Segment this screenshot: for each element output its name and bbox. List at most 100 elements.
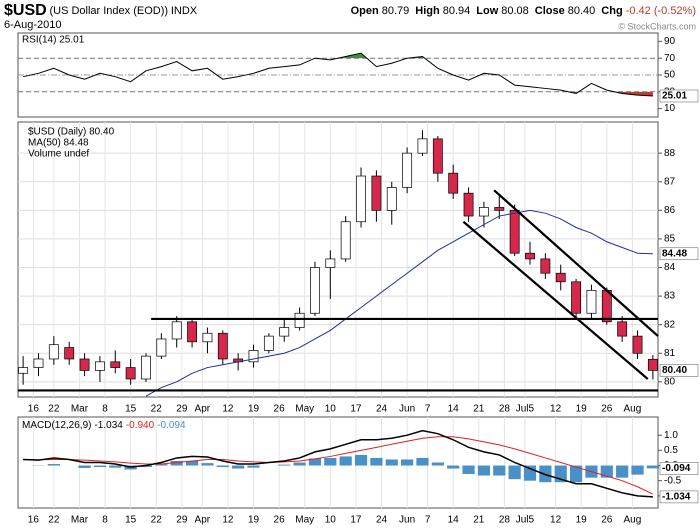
x-tick-label: 26 xyxy=(274,404,286,415)
candle-body xyxy=(617,321,628,337)
x-tick-label: Aug xyxy=(624,404,642,415)
value-box xyxy=(659,490,699,504)
x-tick-label: 26 xyxy=(274,515,286,526)
x-tick-label: Jul5 xyxy=(516,515,535,526)
series-line xyxy=(23,52,653,97)
y-tick-label: 70 xyxy=(664,53,676,64)
x-tick-label: 28 xyxy=(499,404,511,415)
x-tick-label: 28 xyxy=(499,515,511,526)
x-tick-label: 12 xyxy=(550,515,562,526)
histogram-bar xyxy=(600,465,613,478)
quote: Open 80.79 High 80.94 Low 80.08 Close 80.40 Chg -… xyxy=(351,5,696,17)
histogram-bar xyxy=(416,457,429,466)
subtitle: (US Dollar Index (EOD)) xyxy=(49,5,168,17)
date: 6-Aug-2010 xyxy=(4,19,62,31)
x-tick-label: Apr xyxy=(195,404,211,415)
x-tick-label: 10 xyxy=(325,404,337,415)
histogram-bar xyxy=(109,465,122,468)
histogram-bar xyxy=(631,465,644,475)
histogram-bar xyxy=(308,458,322,466)
histogram-bar xyxy=(185,460,199,466)
x-tick-label: 26 xyxy=(601,515,613,526)
histogram-bar xyxy=(385,459,398,466)
candle-body xyxy=(540,258,551,274)
candle-body xyxy=(110,361,121,368)
x-tick-label: 29 xyxy=(176,515,188,526)
x-tick-label: 21 xyxy=(473,404,485,415)
x-tick-label: 8 xyxy=(102,515,108,526)
x-tick-label: May xyxy=(295,515,314,526)
x-tick-label: 17 xyxy=(350,404,362,415)
value-box-label: -1.034 xyxy=(662,492,691,503)
histogram-bar xyxy=(78,465,91,468)
x-tick-label: 8 xyxy=(102,404,108,415)
quote-label: Close xyxy=(535,5,565,17)
candle-body xyxy=(417,138,428,154)
candle-body xyxy=(432,138,443,174)
histogram-bar xyxy=(401,459,414,466)
value-box xyxy=(659,89,699,103)
histogram-bar xyxy=(293,462,306,466)
legend-name: MACD(12,26,9) xyxy=(22,420,91,431)
candle-body xyxy=(263,335,274,351)
x-tick-label: 19 xyxy=(576,515,588,526)
candle-body xyxy=(202,332,213,343)
histogram-bar xyxy=(201,463,214,466)
x-tick-label: 22 xyxy=(48,515,60,526)
y-tick-label: 84 xyxy=(664,262,676,273)
histogram-bar xyxy=(569,465,583,483)
y-tick-label: 82 xyxy=(664,319,676,330)
candle-body xyxy=(525,252,535,260)
candle-body xyxy=(325,258,336,268)
candle-body xyxy=(187,321,198,343)
watermark: © StockCharts.com xyxy=(618,21,696,31)
x-tick-label: 12 xyxy=(550,404,562,415)
x-tick-label: 12 xyxy=(222,404,234,415)
x-tick-label: May xyxy=(295,404,314,415)
histogram-bar xyxy=(447,465,460,469)
y-tick-label: 10 xyxy=(664,103,676,114)
header-line: $USD (US Dollar Index (EOD)) INDX xyxy=(4,2,198,19)
candle-body xyxy=(463,192,474,217)
legend: Volume undef xyxy=(28,149,89,160)
series-line xyxy=(145,209,653,397)
x-tick-label: 7 xyxy=(425,515,431,526)
legend: $USD (Daily) 80.40 xyxy=(28,127,115,138)
x-tick-label: 14 xyxy=(448,404,460,415)
histogram-bar xyxy=(232,465,245,469)
candle-body xyxy=(632,335,643,354)
x-tick-label: 21 xyxy=(473,515,485,526)
candle-body xyxy=(478,207,489,217)
panel-frame xyxy=(17,121,659,398)
value-box-label: 80.40 xyxy=(662,365,687,376)
histogram-bar xyxy=(370,457,383,466)
histogram-bar xyxy=(431,462,444,466)
legend-value: -0.940 xyxy=(126,420,155,431)
histogram-bar xyxy=(616,465,629,478)
candle-body xyxy=(125,367,136,380)
histogram-bar xyxy=(155,464,168,466)
histogram-bar xyxy=(247,465,260,468)
candle-body xyxy=(647,358,658,371)
candle-body xyxy=(171,321,182,340)
y-tick-label: 1.0 xyxy=(664,430,678,441)
histogram-bar xyxy=(278,464,291,466)
value-box xyxy=(659,364,699,377)
quote-value: -0.42 (-0.52%) xyxy=(626,5,696,17)
y-tick-label: 83 xyxy=(664,291,676,302)
histogram-bar xyxy=(339,456,352,466)
x-tick-label: Apr xyxy=(195,515,211,526)
candle-body xyxy=(33,358,44,368)
value-box xyxy=(659,247,699,261)
candle-body xyxy=(294,312,305,328)
y-tick-label: 50 xyxy=(664,70,676,81)
candle-body xyxy=(555,272,566,283)
candle-body xyxy=(156,338,167,357)
y-tick-label: 87 xyxy=(664,176,676,187)
histogram-bar xyxy=(93,465,107,468)
histogram-bar xyxy=(646,465,659,469)
x-tick-label: Mar xyxy=(71,515,89,526)
quote-value: 80.94 xyxy=(443,5,471,17)
y-tick-label: -0.5 xyxy=(664,475,682,486)
candle-body xyxy=(248,350,259,363)
